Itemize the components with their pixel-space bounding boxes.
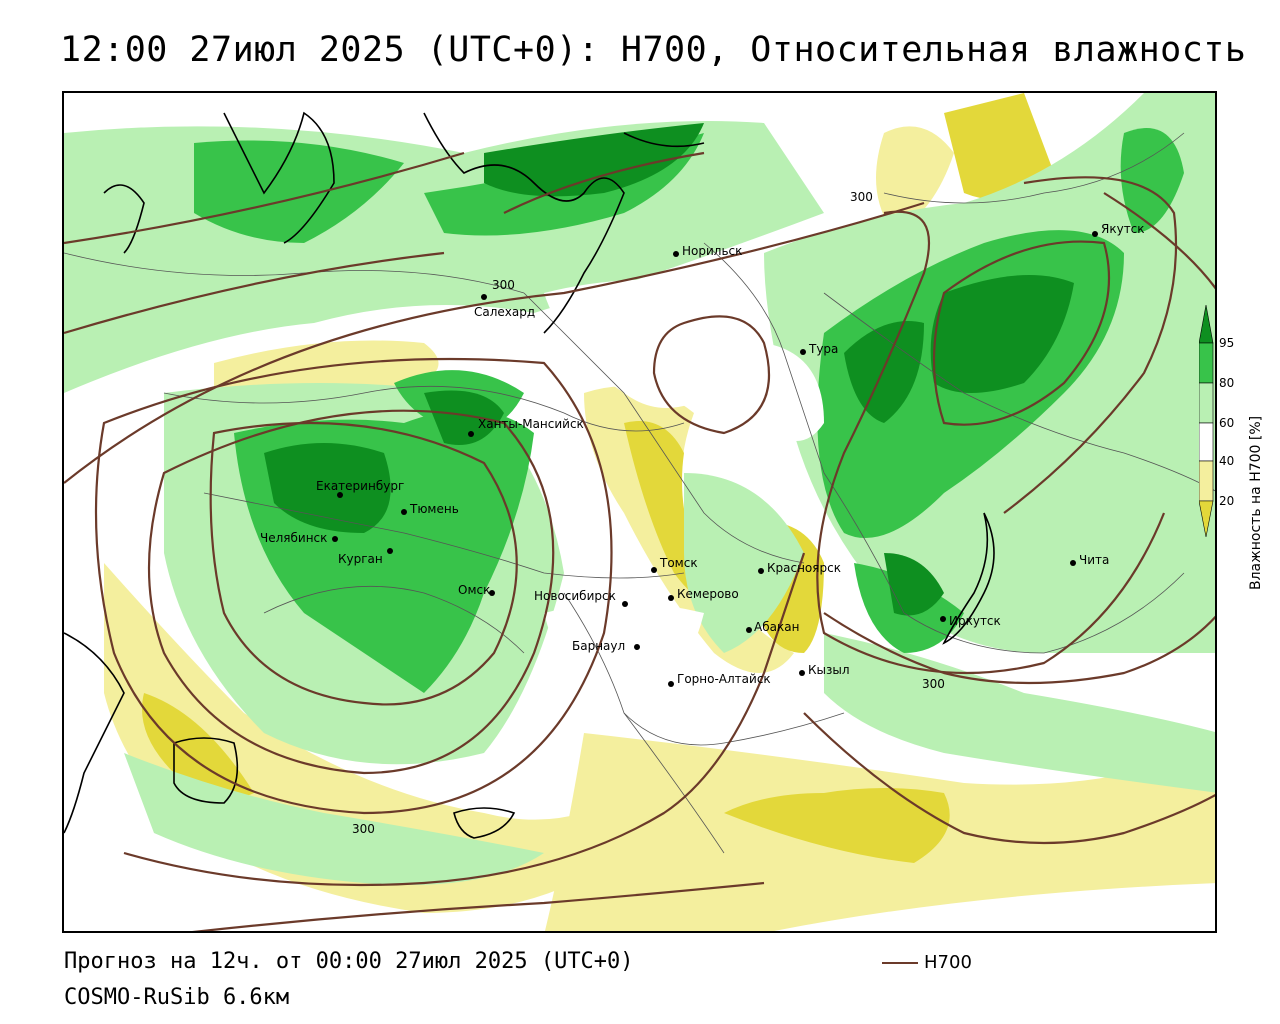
legend-swatch-80-95 bbox=[1198, 342, 1214, 384]
humidity-map: 300 300 300 300 Норильск Якутск Салехард… bbox=[64, 93, 1215, 931]
city-label: Челябинск bbox=[260, 531, 327, 545]
city-label: Салехард bbox=[474, 305, 535, 319]
city-marker bbox=[401, 509, 407, 515]
legend-tick: 80 bbox=[1219, 376, 1234, 390]
legend-tick: 60 bbox=[1219, 416, 1234, 430]
legend-swatch-below-20 bbox=[1198, 500, 1214, 538]
legend-tick: 95 bbox=[1219, 336, 1234, 350]
map-panel: 300 300 300 300 Норильск Якутск Салехард… bbox=[62, 91, 1217, 933]
contour-label: 300 bbox=[492, 278, 515, 292]
city-label: Барнаул bbox=[572, 639, 625, 653]
legend-tick: 20 bbox=[1219, 494, 1234, 508]
city-label: Томск bbox=[659, 556, 698, 570]
contour-labels: 300 300 300 300 bbox=[352, 190, 945, 836]
city-label: Курган bbox=[338, 552, 383, 566]
legend-swatch-60-80 bbox=[1198, 382, 1214, 424]
model-name: COSMO-RuSib 6.6км bbox=[64, 985, 290, 1010]
h700-contours bbox=[64, 151, 1215, 931]
city-label: Новосибирск bbox=[534, 589, 616, 603]
city-label: Чита bbox=[1079, 553, 1109, 567]
city-label: Тура bbox=[808, 342, 838, 356]
city-marker bbox=[940, 616, 946, 622]
city-label: Красноярск bbox=[767, 561, 841, 575]
legend-title: Влажность на H700 [%] bbox=[1248, 415, 1264, 590]
legend-tick: 40 bbox=[1219, 454, 1234, 468]
city-marker bbox=[481, 294, 487, 300]
city-marker bbox=[337, 492, 343, 498]
city-marker bbox=[668, 595, 674, 601]
region-borders bbox=[64, 132, 1215, 854]
city-marker bbox=[332, 536, 338, 542]
forecast-info: Прогноз на 12ч. от 00:00 27июл 2025 (UTC… bbox=[64, 949, 634, 974]
city-marker bbox=[673, 251, 679, 257]
city-label: Ханты-Мансийск bbox=[478, 417, 584, 431]
city-marker bbox=[1070, 560, 1076, 566]
humidity-legend: 95 80 60 40 20 bbox=[1198, 304, 1269, 595]
city-marker bbox=[746, 627, 752, 633]
city-marker bbox=[634, 644, 640, 650]
city-marker bbox=[622, 601, 628, 607]
legend-colorbar: 95 80 60 40 20 bbox=[1198, 304, 1234, 538]
city-marker bbox=[468, 431, 474, 437]
city-marker bbox=[1092, 231, 1098, 237]
contour-key-label: H700 bbox=[924, 952, 972, 973]
city-label: Кемерово bbox=[677, 587, 739, 601]
legend-swatch-20-40 bbox=[1198, 460, 1214, 502]
coastlines bbox=[64, 111, 995, 839]
city-marker bbox=[758, 568, 764, 574]
very-wet-areas bbox=[264, 123, 1074, 616]
contour-label: 300 bbox=[352, 822, 375, 836]
city-marker bbox=[668, 681, 674, 687]
city-label: Кызыл bbox=[808, 663, 850, 677]
city-label: Екатеринбург bbox=[316, 479, 404, 493]
contour-label: 300 bbox=[850, 190, 873, 204]
contour-label: 300 bbox=[922, 677, 945, 691]
map-title: 12:00 27июл 2025 (UTC+0): H700, Относите… bbox=[60, 30, 1247, 70]
city-marker bbox=[800, 349, 806, 355]
city-label: Горно-Алтайск bbox=[677, 672, 771, 686]
city-marker bbox=[651, 567, 657, 573]
city-label: Тюмень bbox=[409, 502, 459, 516]
city-label: Иркутск bbox=[949, 614, 1001, 628]
legend-swatch-95-up bbox=[1198, 304, 1214, 344]
city-marker bbox=[799, 670, 805, 676]
cities: Норильск Якутск Салехард Тура Ханты-Манс… bbox=[260, 222, 1145, 687]
city-marker bbox=[387, 548, 393, 554]
city-label: Абакан bbox=[754, 620, 799, 634]
legend-swatch-40-60 bbox=[1198, 422, 1214, 462]
city-marker bbox=[489, 590, 495, 596]
city-label: Омск bbox=[458, 583, 490, 597]
city-label: Норильск bbox=[682, 244, 742, 258]
contour-key-line bbox=[882, 961, 918, 964]
city-label: Якутск bbox=[1101, 222, 1145, 236]
contour-key: H700 bbox=[882, 952, 972, 973]
low-humidity-gaps bbox=[544, 279, 824, 725]
